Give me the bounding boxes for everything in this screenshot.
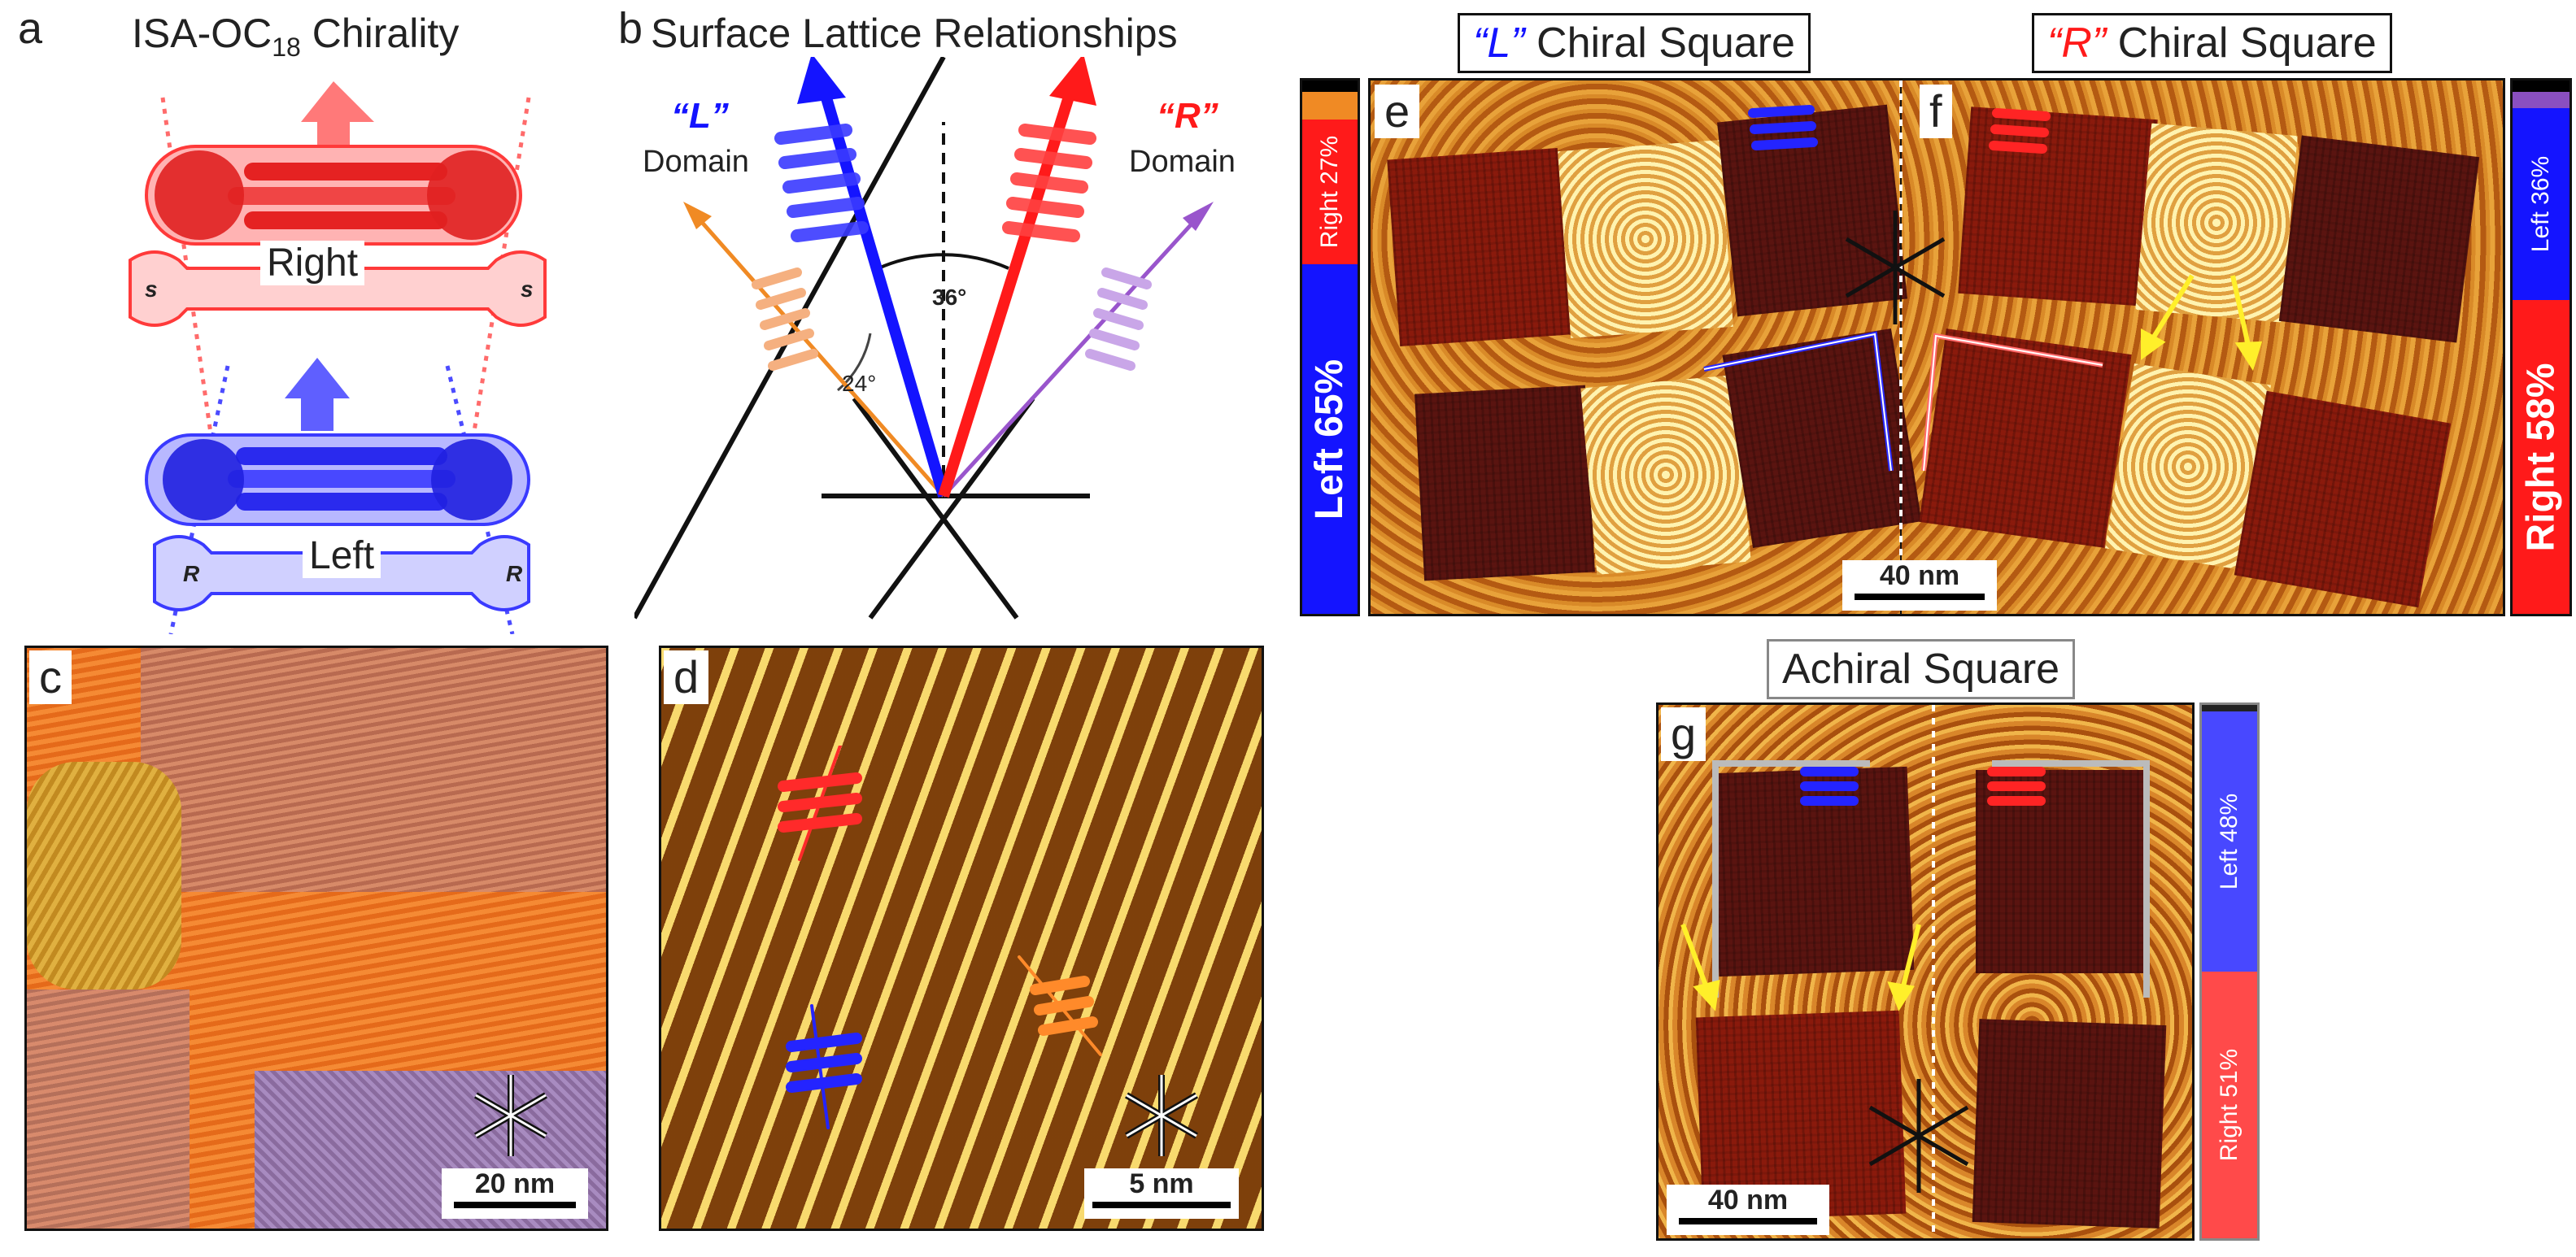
bottom-stereo-left: R [183,561,200,586]
blue-headgroup-right [431,439,512,520]
l-domain-quote-close: ” [710,96,729,136]
bar-e-other [1302,92,1358,120]
red-headgroup-right [427,150,517,240]
stm-image-ef: 40 nm [1368,78,2505,616]
bar-g-right-label: Right 51% [2216,1048,2243,1162]
bar-f-right: Right 58% [2513,300,2569,614]
red-molecule-overlay [1989,108,2051,154]
panel-g-header: Achiral Square [1767,639,2076,699]
r-domain-letter: “R” [1157,96,1218,137]
panel-letter-f: f [1920,85,1952,138]
panel-f-header-quote-open: “ [2047,20,2062,67]
scale-bar-c-label: 20 nm [474,1168,556,1199]
percentage-bar-g: Left 48% Right 51% [2199,702,2260,1241]
top-stereo-right: s [521,276,534,302]
angle-label-large: 36° [932,285,967,310]
panel-b-title: Surface Lattice Relationships [651,11,1178,56]
panel-a-title-end: Chirality [300,11,460,56]
top-molecule-label: Right [260,241,365,285]
l-domain-label: Domain [643,145,749,179]
percentage-bar-e: Right 27% Left 65% [1300,78,1360,616]
panel-f-header-text: Chiral Square [2106,20,2377,67]
panel-e-header: “L” Chiral Square [1458,13,1811,73]
r-domain-quote-open: “ [1157,96,1175,136]
bar-g-right: Right 51% [2202,972,2257,1238]
blue-molecule-overlay [1748,105,1818,150]
stm-d-overlays [778,746,1102,1129]
bar-e-left-label: Left 65% [1308,359,1352,520]
panel-e-header-quote-close: ” [1510,20,1525,67]
blue-molecule-overlay [1800,767,1859,806]
scale-bar-d: 5 nm [1084,1168,1239,1219]
lattice-star-icon [1845,211,1946,324]
panel-letter-b: b [618,4,643,53]
red-molecule-stack [1002,124,1096,242]
scale-bar-g-label: 40 nm [1707,1185,1789,1216]
panel-f-header-letter: R [2061,20,2092,67]
l-domain-quote-open: “ [671,96,689,136]
bar-f-other [2513,92,2569,108]
blue-direction-arrow [285,358,350,431]
scale-bar-c: 20 nm [442,1168,588,1219]
r-domain-quote-close: ” [1200,96,1218,136]
percentage-bar-f: Left 36% Right 58% [2510,78,2572,616]
stm-image-g: 40 nm [1656,702,2195,1241]
panel-e-header-text: Chiral Square [1524,20,1795,67]
panel-e-header-quote-open: “ [1473,20,1488,67]
orange-molecule-overlay [1018,955,1102,1056]
panel-e-header-letter: L [1487,20,1511,67]
scale-bar-d-label: 5 nm [1129,1168,1194,1199]
panel-f-header-quote-close: ” [2091,20,2107,67]
l-domain-letter-text: L [689,96,711,136]
blue-headgroup-left [163,439,244,520]
bar-g-left: Left 48% [2202,711,2257,972]
panel-a-title: ISA-OC18 Chirality [132,10,459,63]
chirality-schematic [129,81,547,634]
panel-letter-d: d [664,650,709,704]
angle-label-small: 24° [842,371,877,396]
scale-bar-g: 40 nm [1667,1185,1829,1235]
r-domain-label: Domain [1129,145,1236,179]
bottom-molecule-label: Left [303,533,381,578]
panel-letter-e: e [1375,85,1420,138]
g-overlays [1680,705,2150,1238]
r-domain-letter-text: R [1175,96,1201,136]
bar-f-left-label: Left 36% [2527,155,2555,253]
panel-letter-a: a [18,4,43,53]
lattice-star-icon [473,1075,548,1156]
red-schematic-outline [129,250,547,327]
top-stereo-left: s [145,276,158,302]
bar-g-left-label: Left 48% [2216,793,2243,890]
bottom-stereo-right: R [506,561,523,586]
blue-molecule-stack [774,124,869,242]
ef-overlays [1703,80,2263,614]
panel-letter-g: g [1661,707,1706,761]
panel-a-title-main: ISA-OC [132,11,272,56]
scale-bar-ef-label: 40 nm [1879,560,1960,591]
panel-letter-c: c [29,650,72,704]
bar-f-left: Left 36% [2513,108,2569,300]
stm-image-d: 5 nm [659,646,1264,1231]
bar-e-right-label: Right 27% [1316,135,1344,249]
red-molecule-overlay [1987,767,2046,806]
lattice-diagram [634,57,1214,620]
bar-e-right: Right 27% [1302,120,1358,264]
bar-e-left: Left 65% [1302,264,1358,614]
purple-molecule-stack [1085,267,1152,371]
blue-molecule-overlay [786,1004,862,1129]
scale-bar-ef: 40 nm [1842,560,1997,611]
panel-f-header: “R” Chiral Square [2032,13,2392,73]
lattice-star-icon [1868,1079,1969,1193]
red-headgroup-left [155,150,244,240]
bar-f-right-label: Right 58% [2519,362,2563,552]
panel-a-title-subscript: 18 [272,33,301,62]
orange-molecule-stack [752,267,818,371]
red-molecule-overlay [778,746,862,861]
stm-image-c: 20 nm [24,646,608,1231]
l-domain-letter: “L” [671,96,729,137]
red-direction-arrow [301,81,374,163]
lattice-star-icon [1124,1075,1199,1156]
